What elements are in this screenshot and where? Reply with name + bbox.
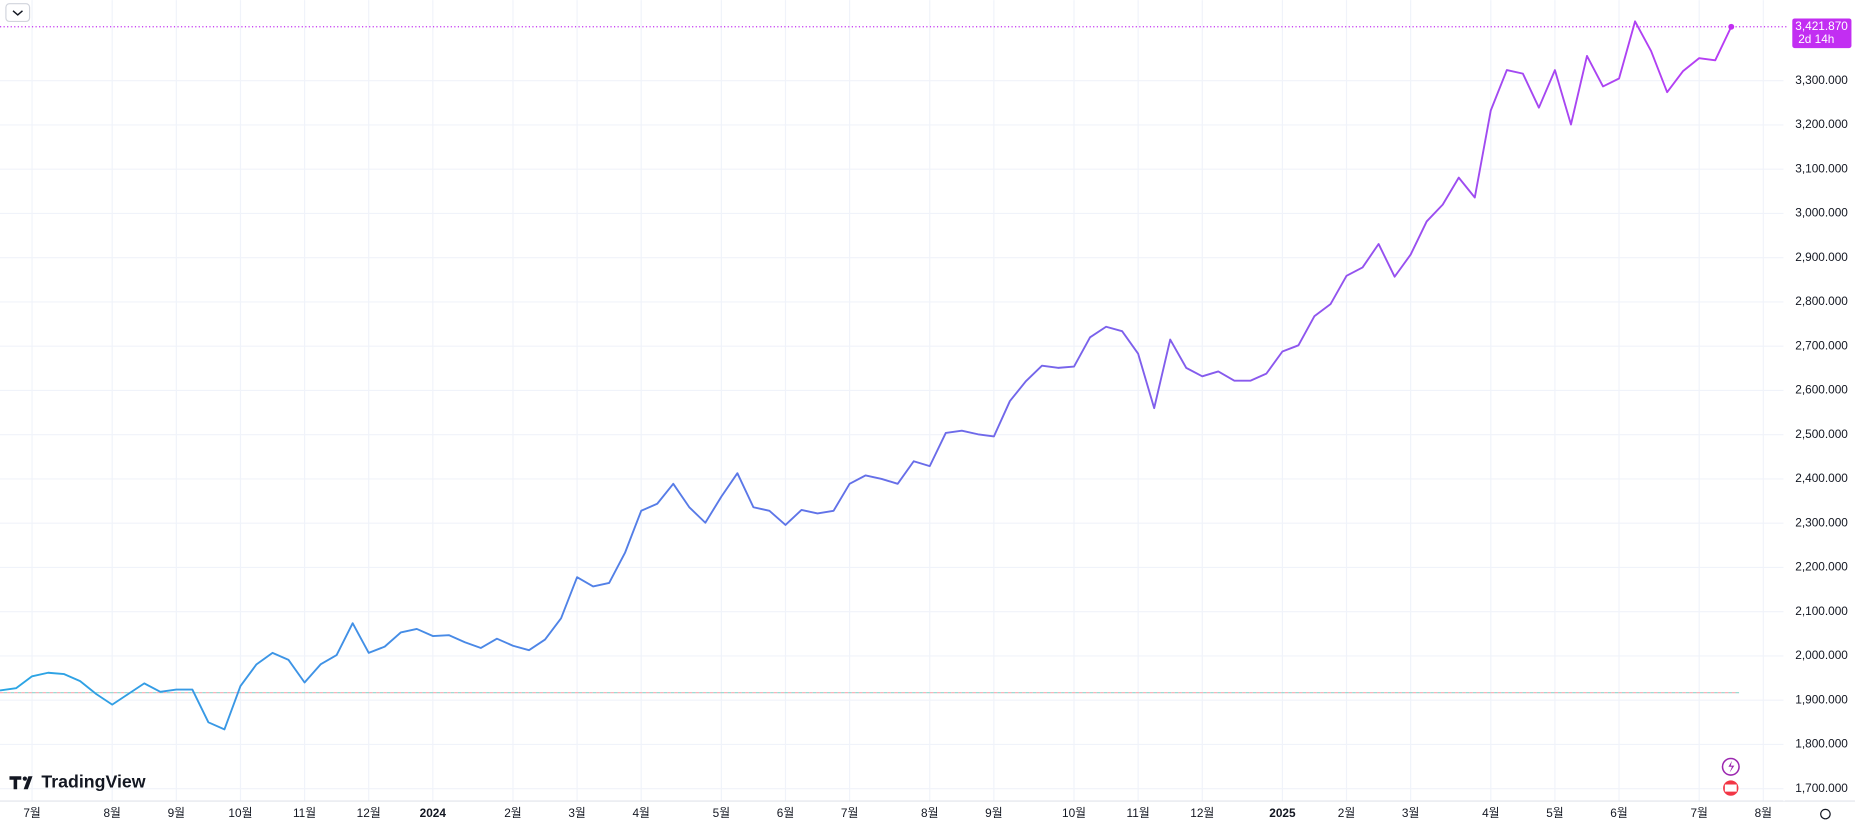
x-tick-label: 2024	[420, 806, 447, 820]
price-line	[0, 20, 1733, 731]
price-label: 3,421.870	[1795, 19, 1848, 33]
price-box	[1792, 18, 1852, 49]
x-tick-label: 4월	[632, 806, 649, 820]
y-tick-label: 2,400.000	[1795, 471, 1848, 485]
lightning-glyph	[1728, 760, 1735, 773]
y-tick-label: 2,700.000	[1795, 338, 1848, 352]
x-tick-label: 6월	[777, 806, 794, 820]
x-tick-label: 11월	[1127, 806, 1150, 820]
x-tick-label: 10월	[228, 806, 252, 820]
y-tick-label: 1,800.000	[1795, 737, 1848, 751]
x-tick-label: 3월	[1402, 806, 1419, 820]
logo: TradingView	[9, 771, 146, 791]
dropdown-button[interactable]	[5, 3, 31, 23]
last-point	[1728, 23, 1735, 30]
y-tick-label: 2,600.000	[1795, 383, 1848, 397]
x-tick-label: 8월	[1755, 806, 1772, 820]
x-tick-label: 7월	[23, 806, 40, 820]
y-tick-label: 3,200.000	[1795, 117, 1848, 131]
y-tick-label: 3,100.000	[1795, 161, 1848, 175]
x-tick-label: 12월	[1190, 806, 1214, 820]
x-tick-label: 8월	[921, 806, 938, 820]
flag-glyph	[1724, 784, 1737, 792]
x-tick-label: 10월	[1062, 806, 1086, 820]
x-tick-label: 11월	[293, 806, 316, 820]
x-tick-label: 5월	[713, 806, 730, 820]
x-tick-label: 6월	[1610, 806, 1627, 820]
x-tick-label: 2월	[504, 806, 521, 820]
x-tick-label: 7월	[841, 806, 858, 820]
x-tick-label: 4월	[1482, 806, 1499, 820]
countdown-label: 2d 14h	[1798, 32, 1834, 46]
x-tick-label: 3월	[568, 806, 585, 820]
y-tick-label: 2,300.000	[1795, 515, 1848, 529]
y-tick-label: 2,100.000	[1795, 604, 1848, 618]
y-tick-label: 1,700.000	[1795, 781, 1848, 795]
y-tick-label: 3,000.000	[1795, 206, 1848, 220]
y-tick-label: 2,900.000	[1795, 250, 1848, 264]
y-tick-label: 2,000.000	[1795, 648, 1848, 662]
x-tick-label: 2025	[1269, 806, 1296, 820]
x-tick-label: 8월	[103, 806, 120, 820]
x-tick-label: 9월	[168, 806, 185, 820]
x-tick-label: 5월	[1546, 806, 1563, 820]
x-tick-label: 7월	[1690, 806, 1707, 820]
brand: TradingView	[41, 771, 145, 791]
x-tick-label: 2월	[1338, 806, 1355, 820]
y-tick-label: 3,300.000	[1795, 73, 1848, 87]
settings-icon[interactable]	[1820, 808, 1831, 820]
y-tick-label: 2,800.000	[1795, 294, 1848, 308]
x-tick-label: 12월	[357, 806, 381, 820]
y-tick-label: 2,500.000	[1795, 427, 1848, 441]
y-tick-label: 2,200.000	[1795, 560, 1848, 574]
x-tick-label: 9월	[985, 806, 1002, 820]
dropdown-icon	[12, 10, 23, 16]
y-tick-label: 1,900.000	[1795, 692, 1848, 706]
